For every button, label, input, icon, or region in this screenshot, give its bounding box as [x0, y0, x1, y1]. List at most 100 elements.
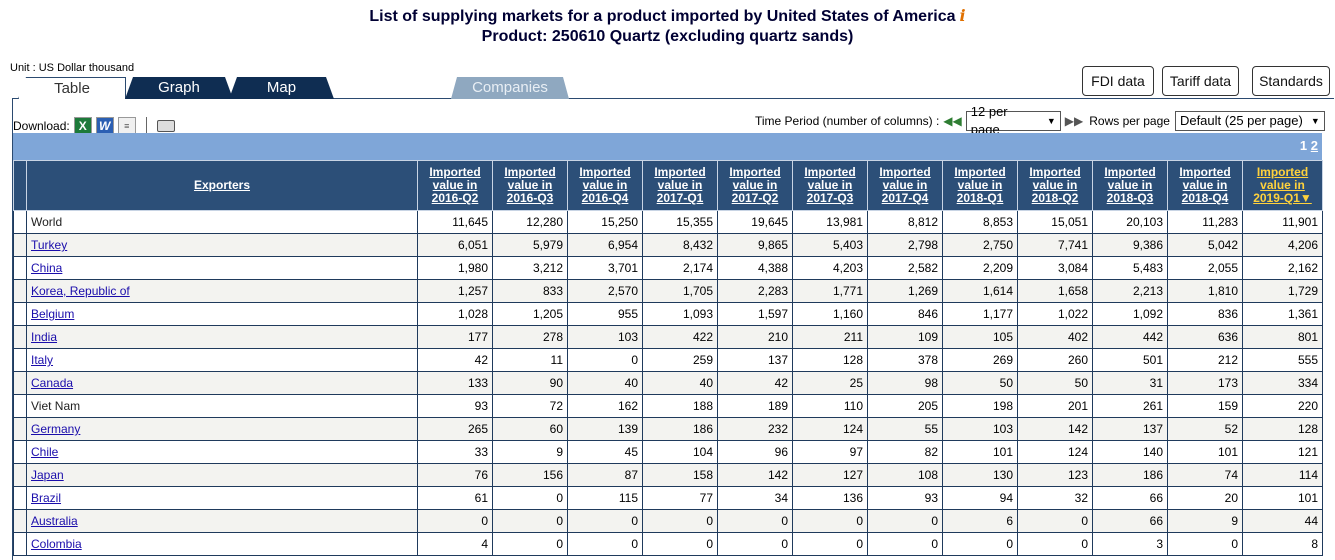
value-cell: 2,283: [717, 279, 793, 303]
value-cell: 104: [642, 440, 718, 464]
column-header-text: value in: [1032, 178, 1078, 192]
column-header-text: value in: [957, 178, 1003, 192]
value-cell: 4,206: [1242, 233, 1323, 257]
value-cell: 1,028: [417, 302, 493, 326]
exporter-name: Viet Nam: [31, 399, 81, 413]
value-cell: 269: [942, 348, 1018, 372]
value-cell: 72: [492, 394, 568, 418]
exporter-link[interactable]: Chile: [31, 445, 59, 459]
exporter-link[interactable]: Canada: [31, 376, 74, 390]
exporter-link[interactable]: India: [31, 330, 58, 344]
value-cell: 801: [1242, 325, 1323, 349]
column-header-4[interactable]: Imported value in 2017-Q1: [642, 160, 718, 211]
value-cell: 33: [417, 440, 493, 464]
value-cell: 11,645: [417, 210, 493, 234]
value-cell: 103: [567, 325, 643, 349]
value-cell: 4,388: [717, 256, 793, 280]
column-header-7[interactable]: Imported value in 2017-Q4: [867, 160, 943, 211]
previous-columns-icon[interactable]: ◀◀: [943, 114, 962, 128]
value-cell: 133: [417, 371, 493, 395]
value-cell: 115: [567, 486, 643, 510]
tariff-data-button[interactable]: Tariff data: [1162, 66, 1239, 96]
exporter-link[interactable]: Australia: [31, 514, 78, 528]
value-cell: 109: [867, 325, 943, 349]
row-gutter: [13, 233, 27, 257]
column-header-9[interactable]: Imported value in 2018-Q2: [1017, 160, 1093, 211]
table-row: India 177 278 103 422 210 211 109 105 402 442 636 80…: [13, 325, 1323, 349]
tab-graph[interactable]: Graph: [125, 77, 233, 99]
column-header-1[interactable]: Imported value in 2016-Q2: [417, 160, 493, 211]
column-header-text: value in: [432, 178, 478, 192]
tab-table[interactable]: Table: [18, 77, 126, 99]
value-cell: 50: [942, 371, 1018, 395]
standards-button[interactable]: Standards: [1252, 66, 1330, 96]
value-cell: 77: [642, 486, 718, 510]
column-header-2[interactable]: Imported value in 2016-Q3: [492, 160, 568, 211]
column-header-6[interactable]: Imported value in 2017-Q3: [792, 160, 868, 211]
page-title: List of supplying markets for a product …: [0, 6, 1335, 47]
column-header-text: value in: [507, 178, 553, 192]
value-cell: 2,174: [642, 256, 718, 280]
title-line-2: Product: 250610 Quartz (excluding quartz…: [481, 28, 854, 45]
value-cell: 278: [492, 325, 568, 349]
value-cell: 55: [867, 417, 943, 441]
value-cell: 5,403: [792, 233, 868, 257]
value-cell: 98: [867, 371, 943, 395]
column-header-12[interactable]: Imported value in 2019-Q1▼: [1242, 160, 1323, 211]
title-line-1: List of supplying markets for a product …: [369, 8, 956, 25]
value-cell: 0: [792, 509, 868, 533]
page-1: 1: [1299, 138, 1308, 153]
exporter-link[interactable]: Belgium: [31, 307, 75, 321]
row-gutter: [13, 486, 27, 510]
exporters-header[interactable]: Exporters: [26, 160, 418, 211]
value-cell: 6,954: [567, 233, 643, 257]
excel-icon[interactable]: X: [73, 117, 92, 135]
value-cell: 1,705: [642, 279, 718, 303]
exporter-link[interactable]: Korea, Republic of: [31, 284, 130, 298]
page-2-link[interactable]: 2: [1310, 138, 1318, 153]
table-row: World 11,645 12,280 15,250 15,355 19,645 13,98…: [13, 210, 1323, 234]
column-header-5[interactable]: Imported value in 2017-Q2: [717, 160, 793, 211]
value-cell: 2,209: [942, 256, 1018, 280]
value-cell: 40: [642, 371, 718, 395]
exporter-link[interactable]: Brazil: [31, 491, 62, 505]
value-cell: 87: [567, 463, 643, 487]
column-header-10[interactable]: Imported value in 2018-Q3: [1092, 160, 1168, 211]
value-cell: 31: [1092, 371, 1168, 395]
exporter-link[interactable]: Colombia: [31, 537, 82, 551]
exporter-link[interactable]: Germany: [31, 422, 81, 436]
exporter-link[interactable]: Italy: [31, 353, 54, 367]
column-header-text: value in: [1260, 178, 1305, 192]
column-header-8[interactable]: Imported value in 2018-Q1: [942, 160, 1018, 211]
value-cell: 0: [492, 486, 568, 510]
table-header-row: Exporters Imported value in 2016-Q2 Importe…: [13, 160, 1323, 211]
exporter-cell: Canada: [26, 371, 418, 395]
value-cell: 2,162: [1242, 256, 1323, 280]
exporter-cell: Germany: [26, 417, 418, 441]
column-header-11[interactable]: Imported value in 2018-Q4: [1167, 160, 1243, 211]
exporter-link[interactable]: China: [31, 261, 63, 275]
value-cell: 2,750: [942, 233, 1018, 257]
value-cell: 422: [642, 325, 718, 349]
exporter-cell: Brazil: [26, 486, 418, 510]
value-cell: 124: [1017, 440, 1093, 464]
fdi-data-button[interactable]: FDI data: [1082, 66, 1154, 96]
row-gutter: [13, 394, 27, 418]
column-header-text: Imported: [1256, 165, 1309, 179]
column-header-3[interactable]: Imported value in 2016-Q4: [567, 160, 643, 211]
pagination-bar: 1 2: [13, 133, 1322, 160]
rows-per-page-select[interactable]: Default (25 per page) ▼: [1174, 111, 1325, 131]
next-columns-icon[interactable]: ▶▶: [1064, 114, 1084, 128]
exporter-link[interactable]: Turkey: [31, 238, 68, 252]
value-cell: 9,386: [1092, 233, 1168, 257]
value-cell: 833: [492, 279, 568, 303]
value-cell: 42: [717, 371, 793, 395]
exporter-link[interactable]: Japan: [31, 468, 64, 482]
print-icon[interactable]: [156, 120, 175, 132]
info-icon[interactable]: i: [959, 6, 966, 25]
value-cell: 15,250: [567, 210, 643, 234]
time-period-select[interactable]: 12 per page ▼: [965, 104, 1061, 137]
tab-map[interactable]: Map: [229, 77, 334, 99]
value-cell: 40: [567, 371, 643, 395]
column-header-text: 2018-Q1: [956, 191, 1004, 205]
